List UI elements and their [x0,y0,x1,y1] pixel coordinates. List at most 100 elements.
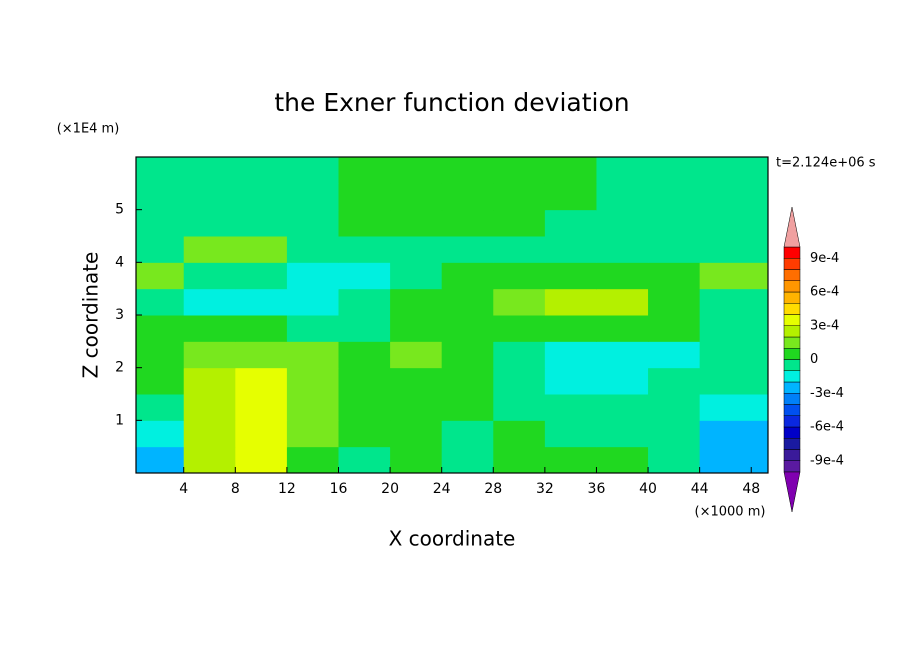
colorbar-box [783,381,801,394]
contour-cell [235,209,288,237]
contour-cell [493,394,546,421]
contour-cell [390,262,443,290]
contour-cell [699,209,769,237]
contour-cell [648,262,701,290]
contour-cell [286,394,339,421]
contour-cell [183,183,236,211]
contour-cell [544,288,597,316]
colorbar-box [783,246,801,259]
x-tick-label: 20 [381,481,399,497]
contour-cell [441,367,494,395]
y-unit: (×1E4 m) [57,122,120,137]
colorbar-box [783,348,801,360]
contour-cell [596,262,649,290]
contour-cell [596,420,649,448]
colorbar-tick-label: 0 [810,352,818,367]
colorbar-over [783,206,801,248]
y-tick-label: 2 [115,360,124,376]
time-label: t=2.124e+06 s [776,156,876,171]
contour-cell [338,367,391,395]
contour-cell [648,157,701,184]
contour-cell [235,394,288,421]
colorbar-box [783,303,801,315]
contour-cell [286,262,339,290]
contour-cell [441,315,494,342]
contour-cell [493,367,546,395]
colorbar-box [783,325,801,338]
contour-cell [338,394,391,421]
contour-cell [183,157,236,184]
contour-cell [493,446,546,474]
contour-cell [136,420,185,448]
contour-cell [493,157,546,184]
colorbar-box [783,336,801,349]
contour-cell [338,262,391,290]
y-tick-label: 5 [115,202,124,218]
contour-cell [136,315,185,342]
x-unit: (×1000 m) [695,505,766,520]
contour-cell [286,157,339,184]
contour-cell [183,209,236,237]
x-tick-label: 16 [330,481,348,497]
contour-cell [183,262,236,290]
contour-cell [235,420,288,448]
contour-cell [699,262,769,290]
contour-cell [544,367,597,395]
contour-cell [136,394,185,421]
contour-cell [441,288,494,316]
contour-cell [544,183,597,211]
contour-cell [390,236,443,263]
contour-cell [699,367,769,395]
x-tick-label: 24 [433,481,451,497]
contour-cell [648,236,701,263]
colorbar-box [783,393,801,405]
x-tick-label: 28 [484,481,502,497]
colorbar-box [783,269,801,281]
contour-cell [596,157,649,184]
contour-cell [596,236,649,263]
contour-cell [136,236,185,263]
contour-cell [235,288,288,316]
contour-cell [648,367,701,395]
contour-cell [286,315,339,342]
contour-cell [235,341,288,369]
contour-cell [596,315,649,342]
contour-cell [183,236,236,263]
contour-cell [136,157,185,184]
contour-cell [441,157,494,184]
colorbar-under [783,471,801,513]
contour-cell [596,288,649,316]
contour-cell [648,209,701,237]
contour-cell [338,288,391,316]
contour-cell [699,288,769,316]
contour-cell [235,183,288,211]
contour-cell [338,420,391,448]
colorbar-box [783,280,801,293]
contour-cell [338,183,391,211]
contour-cell [441,183,494,211]
contour-cell [136,288,185,316]
x-axis-label: X coordinate [389,527,516,551]
contour-cell [286,341,339,369]
contour-cell [136,367,185,395]
contour-cell [390,183,443,211]
contour-cell [648,420,701,448]
x-tick-label: 32 [536,481,554,497]
contour-cell [544,236,597,263]
contour-cell [544,394,597,421]
contour-cell [183,367,236,395]
colorbar-box [783,449,801,461]
contour-cell [183,288,236,316]
contour-cell [286,236,339,263]
contour-cell [338,315,391,342]
colorbar-box [783,258,801,270]
contour-cell [648,183,701,211]
colorbar-tick-label: -9e-4 [810,453,844,468]
colorbar-box [783,460,801,473]
colorbar-tick-label: -3e-4 [810,386,844,401]
contour-cell [390,446,443,474]
contour-cell [596,183,649,211]
contour-cell [390,315,443,342]
colorbar-box [783,438,801,450]
